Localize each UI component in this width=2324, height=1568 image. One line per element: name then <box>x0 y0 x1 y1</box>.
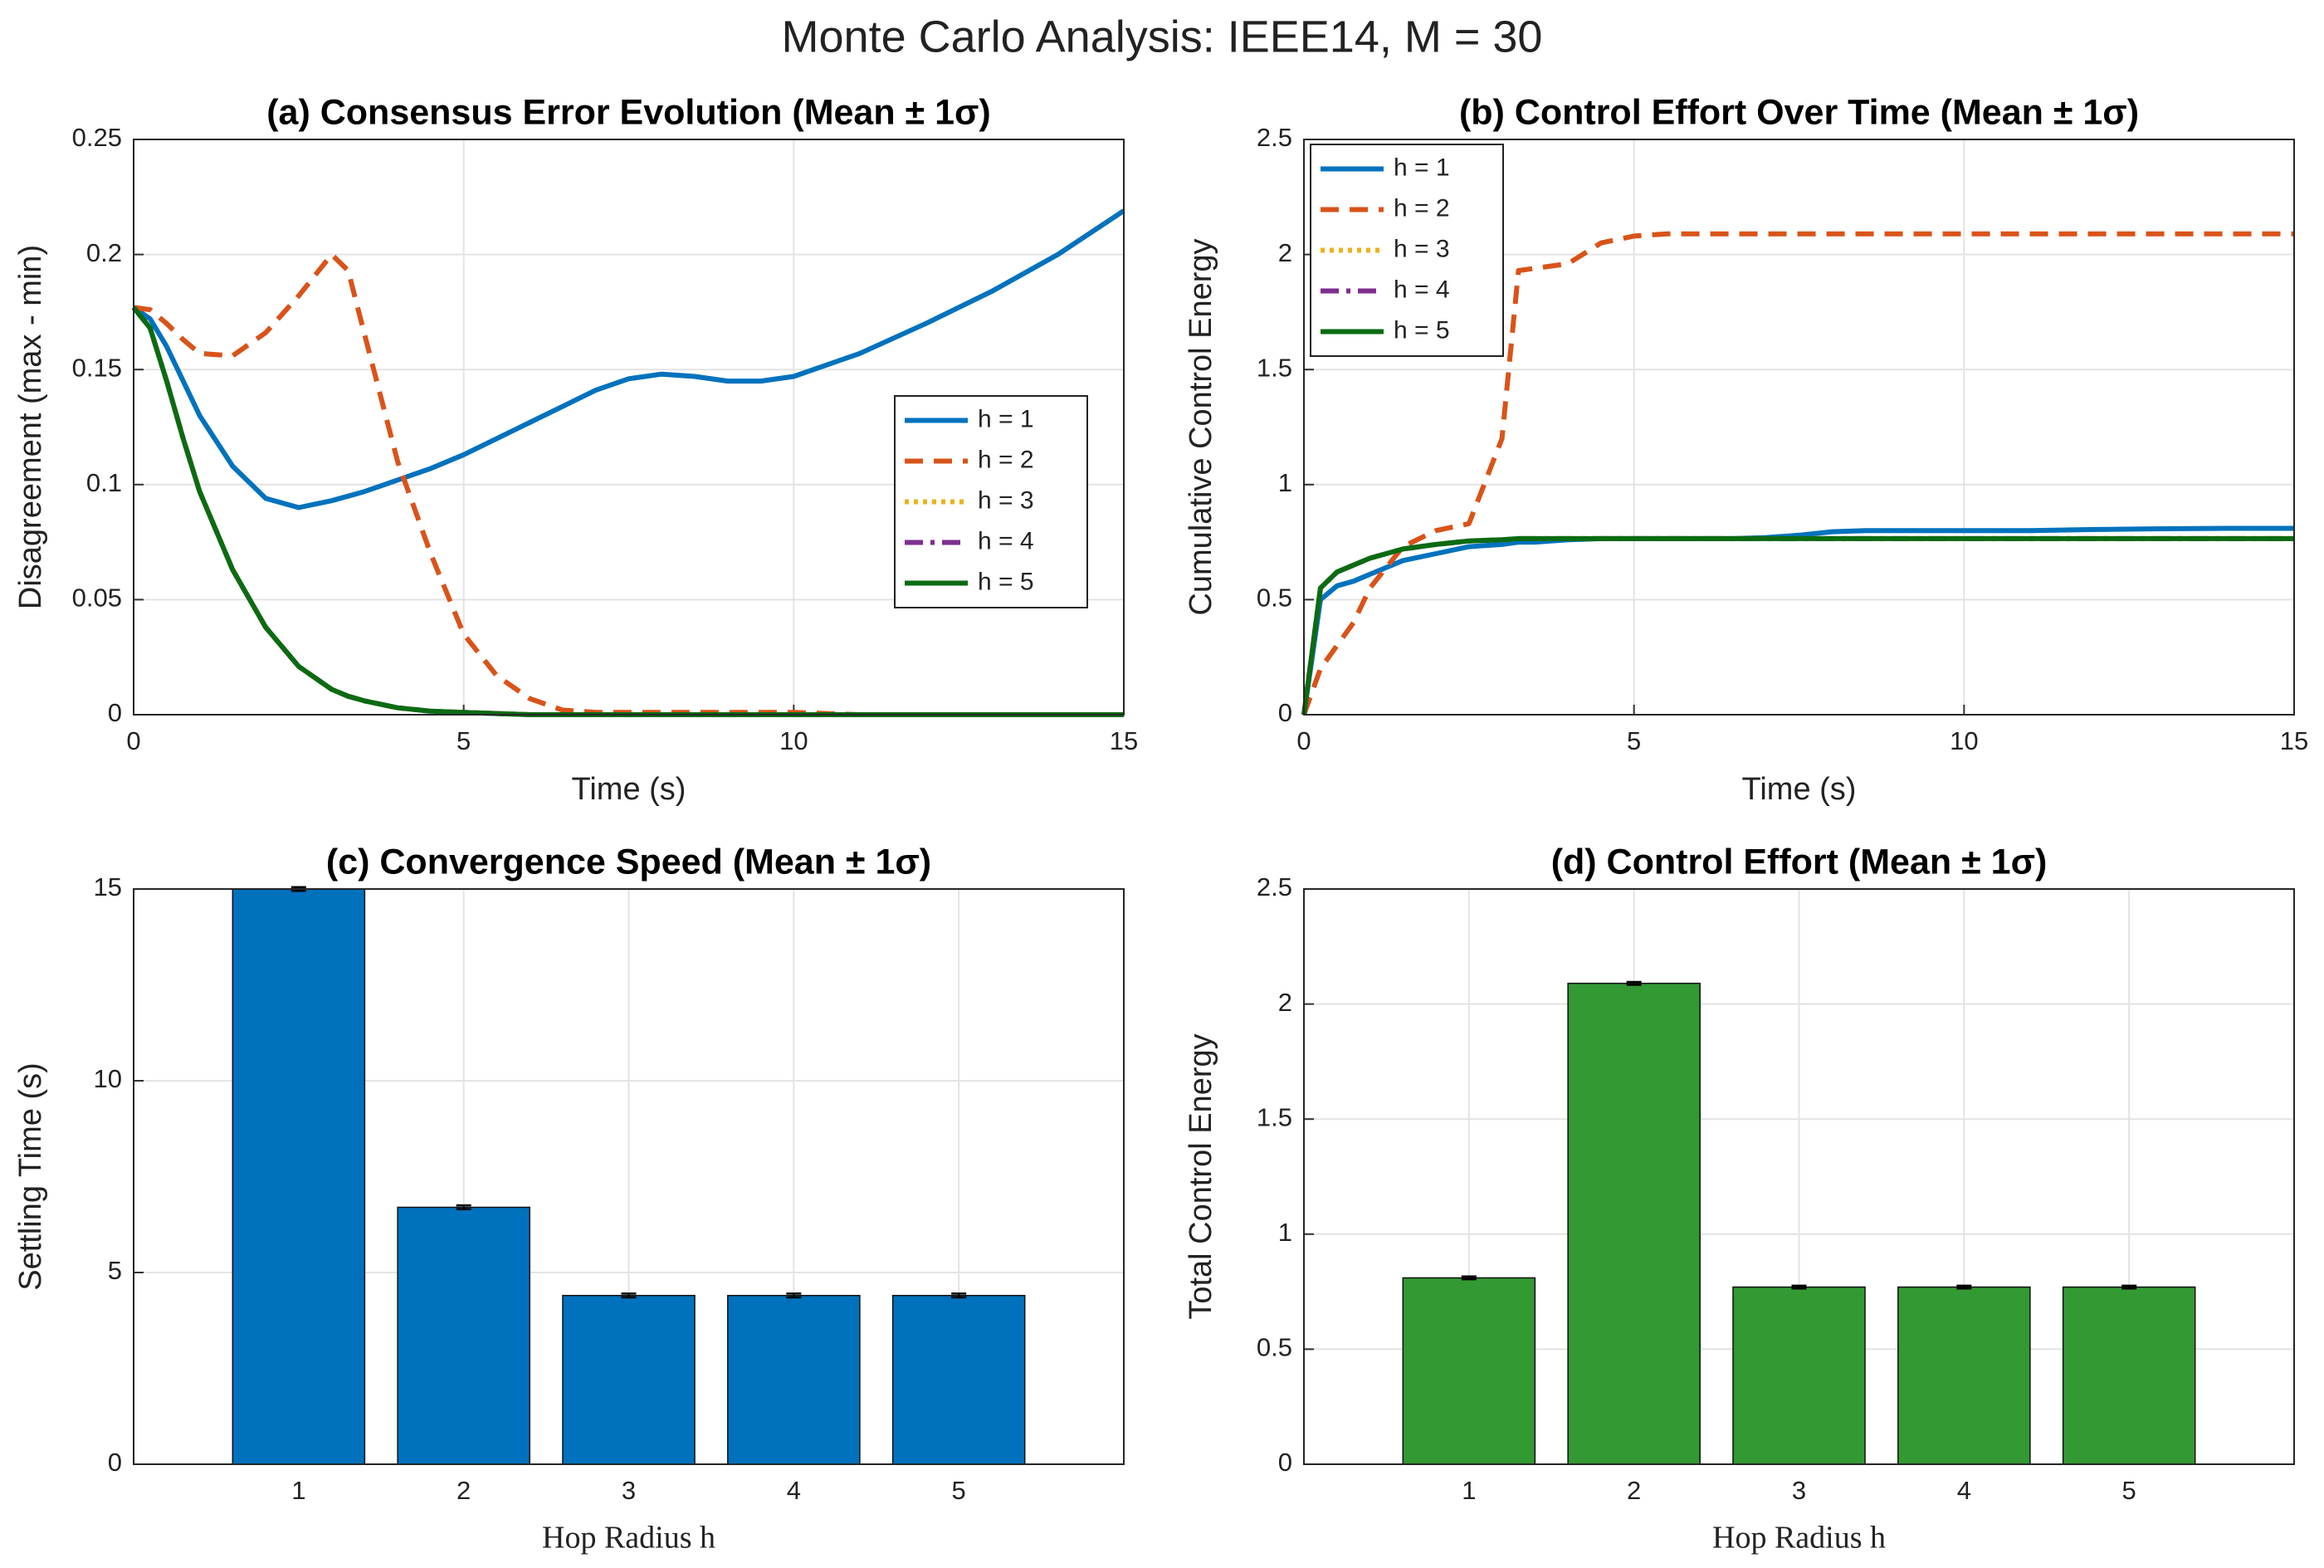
x-tick-label: 0 <box>126 726 140 755</box>
bar <box>397 1206 530 1465</box>
y-tick-label: 2 <box>1278 238 1292 267</box>
series-line <box>132 208 1125 510</box>
bar <box>727 1294 861 1465</box>
y-tick-label: 0 <box>1278 698 1292 727</box>
y-axis-label: Disagreement (max - min) <box>13 245 48 609</box>
series-line <box>1301 535 2294 716</box>
axes-box <box>133 888 1125 1465</box>
x-tick-label: 5 <box>2122 1476 2136 1505</box>
figure-title: Monte Carlo Analysis: IEEE14, M = 30 <box>782 12 1543 61</box>
y-axis-label: Total Control Energy <box>1184 1033 1218 1319</box>
legend-label: h = 2 <box>1394 194 1450 222</box>
y-tick-label: 0 <box>108 698 122 727</box>
axes-box <box>133 139 1125 716</box>
x-tick-label: 1 <box>291 1476 305 1505</box>
y-axis-label: Settling Time (s) <box>13 1062 48 1291</box>
x-tick-label: 5 <box>1627 726 1641 755</box>
x-axis-label: Hop Radius h <box>1712 1521 1886 1556</box>
y-tick-label: 15 <box>94 872 122 901</box>
y-axis-label: Cumulative Control Energy <box>1184 238 1218 615</box>
bar <box>1732 1286 1866 1465</box>
y-tick-label: 0.05 <box>72 584 122 613</box>
x-tick-label: 5 <box>952 1476 966 1505</box>
series-line <box>1301 231 2294 716</box>
legend-label: h = 4 <box>978 527 1034 554</box>
y-tick-label: 1.5 <box>1257 353 1292 382</box>
panel-title: (b) Control Effort Over Time (Mean ± 1σ) <box>1459 92 2139 132</box>
y-tick-label: 0.25 <box>72 123 122 152</box>
legend-label: h = 1 <box>978 405 1034 432</box>
bar <box>2062 1286 2196 1465</box>
x-tick-label: 5 <box>456 726 471 755</box>
legend-label: h = 5 <box>978 568 1034 595</box>
y-tick-label: 0 <box>108 1448 122 1477</box>
y-tick-label: 0.5 <box>1257 584 1292 613</box>
y-tick-label: 0 <box>1278 1448 1292 1477</box>
bar <box>891 1294 1026 1465</box>
y-tick-label: 10 <box>94 1064 122 1093</box>
x-tick-label: 4 <box>1957 1476 1971 1505</box>
legend-label: h = 2 <box>978 446 1034 473</box>
panel-title: (a) Consensus Error Evolution (Mean ± 1σ… <box>266 92 991 132</box>
x-axis-label: Time (s) <box>572 772 686 807</box>
y-tick-label: 1 <box>1278 468 1292 497</box>
x-tick-label: 2 <box>456 1476 471 1505</box>
legend-label: h = 3 <box>978 486 1034 514</box>
legend-label: h = 3 <box>1394 235 1450 262</box>
x-tick-label: 3 <box>1792 1476 1806 1505</box>
y-tick-label: 0.15 <box>72 353 122 382</box>
bar <box>1897 1286 2031 1465</box>
y-tick-label: 0.2 <box>86 238 122 267</box>
x-tick-label: 4 <box>787 1476 801 1505</box>
x-tick-label: 15 <box>1110 726 1138 755</box>
panel-title: (c) Convergence Speed (Mean ± 1σ) <box>326 842 931 882</box>
y-tick-label: 1 <box>1278 1218 1292 1247</box>
axes-box <box>1303 139 2295 716</box>
y-tick-label: 2 <box>1278 988 1292 1017</box>
x-tick-label: 2 <box>1627 1476 1641 1505</box>
legend-label: h = 1 <box>1394 154 1450 181</box>
bar <box>1402 1277 1536 1465</box>
y-tick-label: 0.5 <box>1257 1333 1292 1362</box>
x-tick-label: 1 <box>1462 1476 1476 1505</box>
legend-label: h = 5 <box>1394 316 1450 344</box>
x-tick-label: 10 <box>1950 726 1978 755</box>
bar <box>232 888 366 1465</box>
legend-label: h = 4 <box>1394 276 1450 303</box>
y-tick-label: 0.1 <box>86 468 122 497</box>
series-line <box>133 252 1124 717</box>
axes-box <box>1303 888 2295 1465</box>
y-tick-label: 2.5 <box>1257 123 1292 152</box>
x-tick-label: 10 <box>779 726 808 755</box>
bar <box>1567 982 1701 1465</box>
x-axis-label: Hop Radius h <box>542 1521 715 1556</box>
x-tick-label: 15 <box>2280 726 2308 755</box>
y-tick-label: 1.5 <box>1257 1102 1292 1131</box>
y-tick-label: 5 <box>108 1256 122 1285</box>
bar <box>562 1294 696 1465</box>
x-tick-label: 3 <box>622 1476 636 1505</box>
y-tick-label: 2.5 <box>1257 872 1292 901</box>
panel-title: (d) Control Effort (Mean ± 1σ) <box>1551 842 2048 882</box>
x-tick-label: 0 <box>1296 726 1311 755</box>
x-axis-label: Time (s) <box>1742 772 1857 807</box>
